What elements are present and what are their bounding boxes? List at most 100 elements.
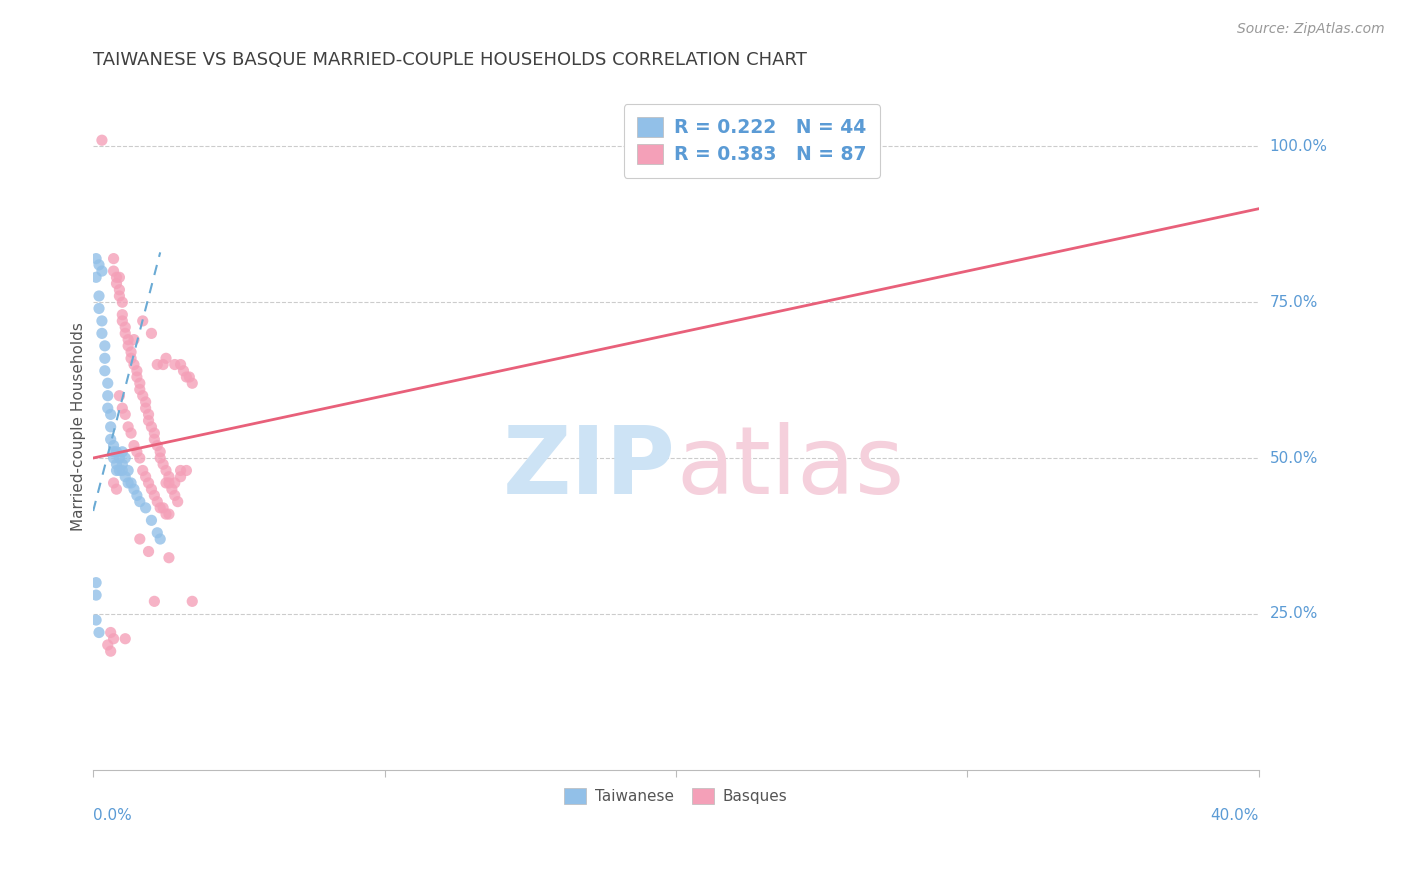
Point [141,326,163,341]
Point [128,376,150,391]
Point [146,525,169,540]
Point [122,358,145,372]
Point [105,270,128,285]
Point [143,426,166,441]
Point [152,500,174,515]
Point [157,507,180,521]
Point [103,450,125,465]
Point [103,438,125,452]
Point [108,389,131,403]
Text: Source: ZipAtlas.com: Source: ZipAtlas.com [1237,22,1385,37]
Point [132,389,155,403]
Point [125,370,148,384]
Point [111,314,134,328]
Point [108,289,131,303]
Point [155,507,177,521]
Point [128,494,150,508]
Point [111,457,134,471]
Point [135,500,157,515]
Point [149,532,172,546]
Point [87,625,110,640]
Point [128,383,150,397]
Text: 50.0%: 50.0% [1270,450,1317,466]
Point [157,550,180,565]
Point [152,358,174,372]
Point [157,475,180,490]
Point [146,494,169,508]
Point [138,408,160,422]
Point [87,301,110,316]
Point [90,314,112,328]
Point [114,320,136,334]
Point [114,408,136,422]
Point [114,469,136,483]
Point [94,364,117,378]
Point [179,370,201,384]
Point [97,401,120,416]
Point [100,625,122,640]
Point [163,488,186,502]
Point [105,457,128,471]
Point [157,469,180,483]
Point [97,389,120,403]
Point [138,414,160,428]
Point [169,358,191,372]
Point [84,575,107,590]
Text: 0.0%: 0.0% [93,808,132,823]
Text: 75.0%: 75.0% [1270,294,1317,310]
Point [108,450,131,465]
Y-axis label: Married-couple Households: Married-couple Households [72,322,86,532]
Text: 40.0%: 40.0% [1211,808,1258,823]
Point [141,482,163,496]
Point [155,463,177,477]
Point [138,475,160,490]
Point [120,475,142,490]
Point [103,475,125,490]
Point [87,289,110,303]
Point [97,638,120,652]
Point [108,283,131,297]
Point [105,482,128,496]
Point [117,333,139,347]
Point [149,444,172,458]
Point [181,594,204,608]
Point [143,488,166,502]
Point [94,339,117,353]
Point [114,326,136,341]
Point [103,252,125,266]
Point [122,333,145,347]
Point [152,457,174,471]
Point [84,613,107,627]
Point [117,463,139,477]
Text: atlas: atlas [676,422,904,514]
Point [84,588,107,602]
Point [87,258,110,272]
Point [143,594,166,608]
Point [111,308,134,322]
Point [132,314,155,328]
Point [100,644,122,658]
Point [149,500,172,515]
Text: ZIP: ZIP [503,422,676,514]
Point [141,513,163,527]
Point [132,463,155,477]
Point [120,351,142,366]
Point [176,463,198,477]
Point [135,395,157,409]
Point [90,133,112,147]
Point [163,358,186,372]
Point [105,463,128,477]
Point [84,270,107,285]
Point [125,444,148,458]
Point [117,420,139,434]
Point [103,264,125,278]
Point [105,277,128,291]
Point [149,450,172,465]
Point [90,264,112,278]
Point [114,450,136,465]
Point [111,444,134,458]
Point [135,469,157,483]
Point [90,326,112,341]
Point [117,339,139,353]
Point [120,345,142,359]
